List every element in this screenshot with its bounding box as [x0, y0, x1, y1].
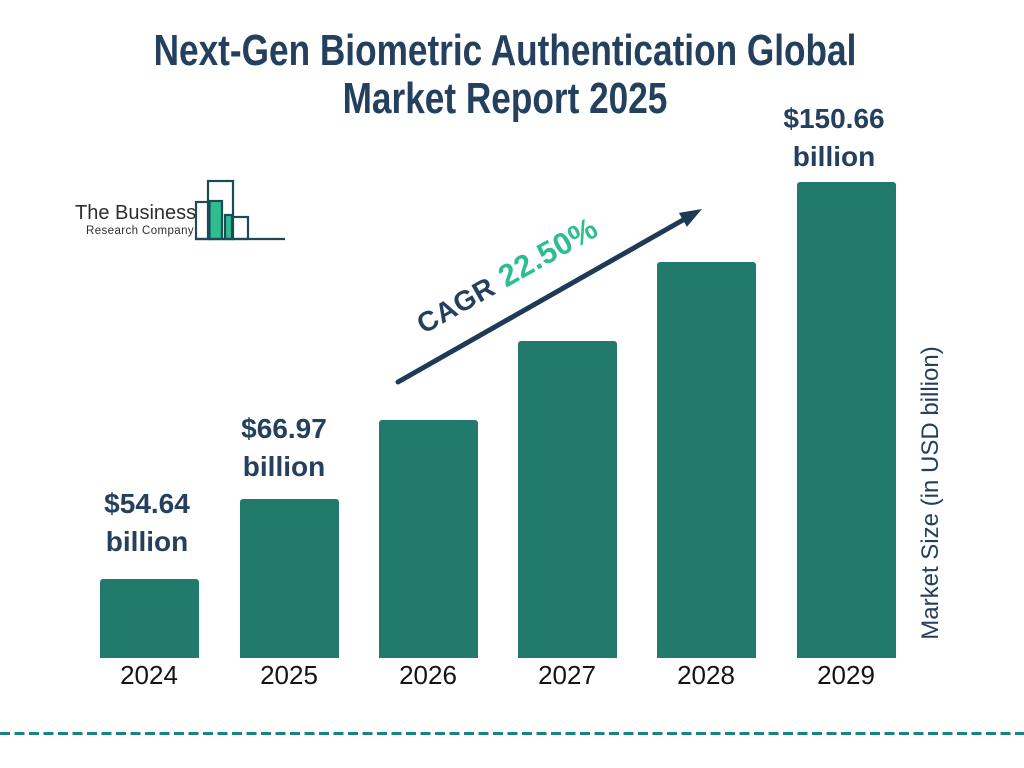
year-label-2024: 2024	[120, 660, 178, 690]
cagr-trend-arrow	[395, 209, 702, 385]
bottom-dashed-divider	[0, 732, 1024, 735]
chart-title-line1: Next-Gen Biometric Authentication Global	[153, 26, 857, 75]
year-label-2027: 2027	[538, 660, 596, 690]
chart-title: Next-Gen Biometric Authentication Global…	[101, 27, 909, 123]
value-label-2025: $66.97 billion	[194, 410, 374, 486]
year-label-2028: 2028	[677, 660, 735, 690]
value-label-amount: $54.64	[104, 488, 190, 519]
value-label-amount: $66.97	[241, 413, 327, 444]
year-label-2025: 2025	[260, 660, 318, 690]
value-label-unit: billion	[242, 451, 326, 482]
bar-chart-logo-icon	[194, 179, 285, 241]
value-label-unit: billion	[105, 526, 189, 557]
y-axis-title: Market Size (in USD billion)	[917, 346, 944, 640]
year-label-2026: 2026	[399, 660, 457, 690]
bar-2026	[378, 420, 478, 658]
bar-2024	[99, 579, 199, 658]
value-label-unit: billion	[792, 141, 876, 172]
year-label-2029: 2029	[817, 660, 875, 690]
bar-2028	[656, 262, 756, 658]
value-label-2029: $150.66 billion	[744, 100, 924, 176]
bar-2025	[239, 499, 339, 658]
value-label-2024: $54.64 billion	[57, 485, 237, 561]
value-label-amount: $150.66	[783, 103, 885, 134]
bar-2029	[796, 182, 896, 658]
logo-company-name: The Business	[75, 202, 197, 224]
chart-title-line2: Market Report 2025	[342, 74, 668, 123]
bar-2027	[517, 341, 617, 658]
logo-company-subtitle: Research Company	[86, 225, 195, 237]
brand-logo-text: The Business Research Company	[75, 202, 197, 237]
